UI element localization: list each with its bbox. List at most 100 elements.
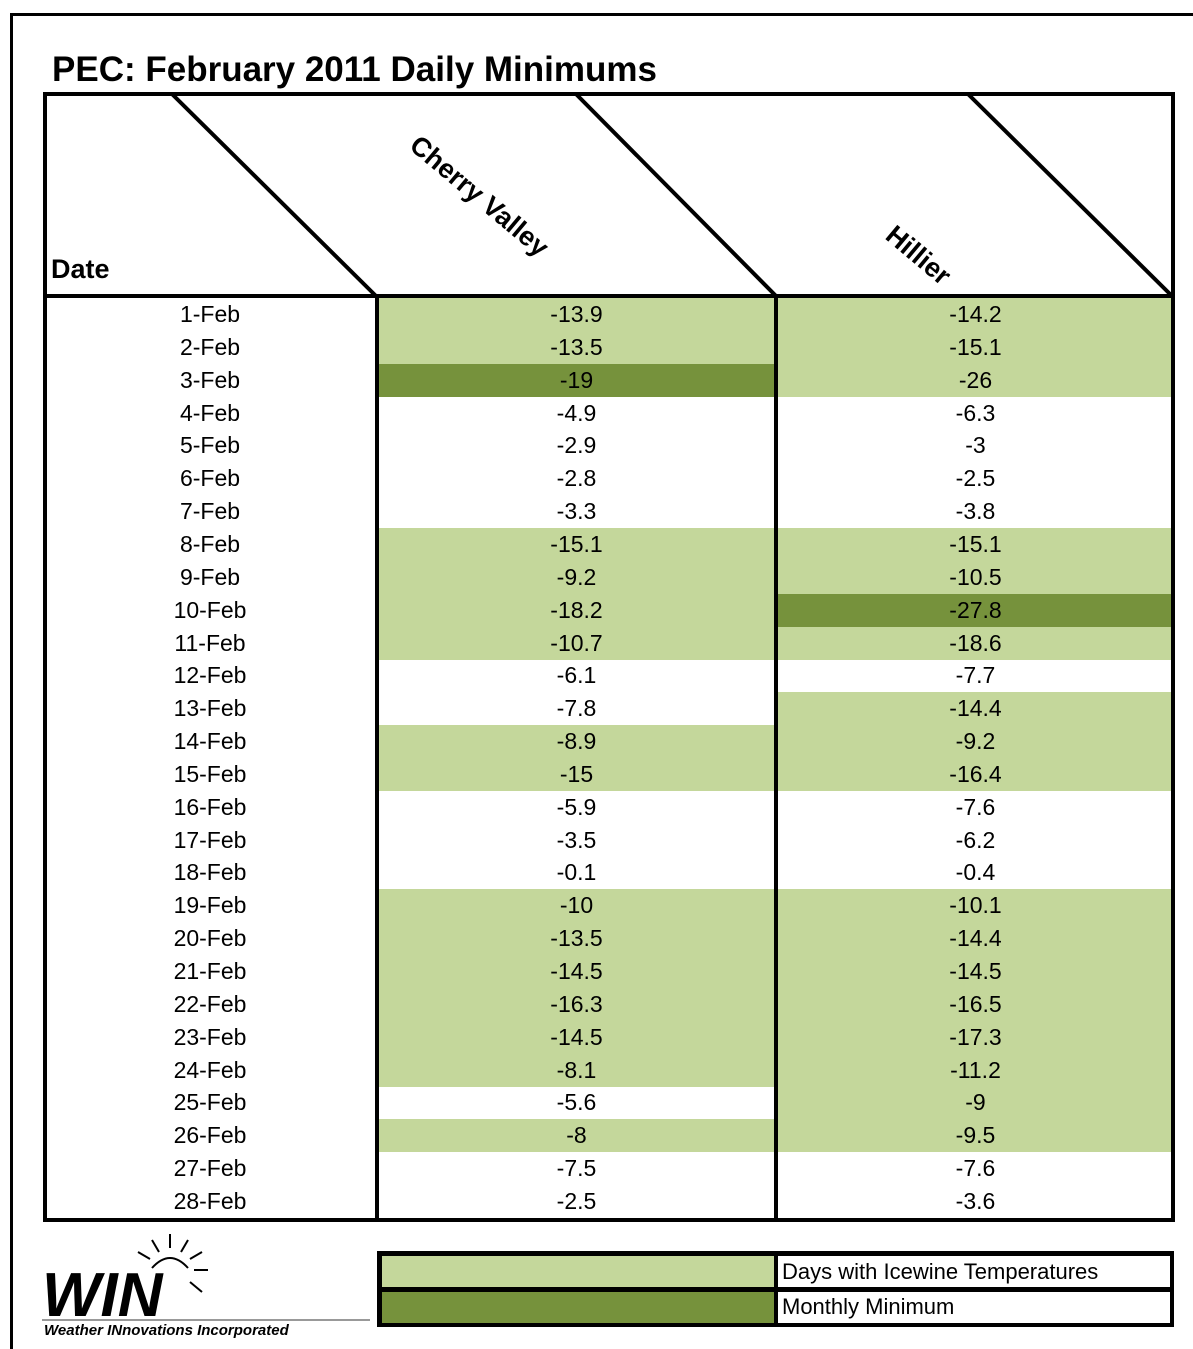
page-frame-left — [10, 13, 13, 1349]
table-row: 11-Feb -10.7 -18.6 — [43, 626, 1175, 660]
cell-cherry-valley: -10 — [377, 889, 776, 923]
logo-subtitle: Weather INnovations Incorporated — [44, 1322, 289, 1339]
cell-hillier: -11.2 — [776, 1053, 1175, 1087]
cell-hillier: -0.4 — [955, 859, 996, 886]
cell-date: 22-Feb — [173, 990, 247, 1017]
page-frame-top — [10, 13, 1193, 16]
header-right-border — [1171, 92, 1175, 300]
cell-date: 25-Feb — [173, 1089, 247, 1116]
cell-date: 19-Feb — [173, 892, 247, 919]
cell-date: 1-Feb — [179, 301, 241, 327]
table-header: Cherry Valley Hillier — [43, 92, 1175, 300]
cell-date: 27-Feb — [173, 1155, 247, 1182]
cell-date: 13-Feb — [173, 695, 247, 722]
table-row: 3-Feb -19 -26 — [43, 363, 1175, 397]
table-row: 26-Feb -8 -9.5 — [43, 1119, 1175, 1153]
cell-cherry-valley: -19 — [377, 363, 776, 397]
cell-date: 14-Feb — [173, 728, 247, 755]
cell-hillier: -16.4 — [776, 757, 1175, 791]
cell-hillier: -17.3 — [776, 1020, 1175, 1054]
cell-date: 4-Feb — [179, 399, 241, 426]
cell-hillier: -3.8 — [955, 498, 996, 525]
table-row: 2-Feb -13.5 -15.1 — [43, 330, 1175, 364]
cell-hillier: -15.1 — [776, 330, 1175, 364]
cell-date: 28-Feb — [173, 1187, 247, 1214]
table-row: 14-Feb -8.9 -9.2 — [43, 725, 1175, 759]
table-row: 18-Feb -0.1 -0.4 — [43, 856, 1175, 889]
table-row: 22-Feb -16.3 -16.5 — [43, 987, 1175, 1021]
legend-label-bg-1 — [778, 1256, 1170, 1287]
cell-hillier: -10.5 — [776, 560, 1175, 594]
table-bottom-border — [43, 1217, 1175, 1222]
header-top-border — [43, 92, 1175, 96]
cell-hillier: -9.5 — [776, 1119, 1175, 1153]
cell-cherry-valley: -2.5 — [556, 1187, 597, 1214]
cell-date: 9-Feb — [179, 563, 241, 590]
cell-cherry-valley: -14.5 — [377, 1020, 776, 1054]
cell-date: 21-Feb — [173, 958, 247, 984]
cell-hillier: -14.5 — [776, 955, 1175, 988]
table-left-border — [43, 294, 47, 1222]
cell-date: 20-Feb — [173, 925, 247, 952]
column-header-date: Date — [51, 254, 110, 284]
table-row: 27-Feb -7.5 -7.6 — [43, 1152, 1175, 1185]
legend-swatch-minimum — [382, 1292, 774, 1323]
cell-hillier: -16.5 — [776, 987, 1175, 1021]
cell-hillier: -26 — [776, 363, 1175, 397]
header-left-border — [43, 92, 47, 300]
table-row: 10-Feb -18.2 -27.8 — [43, 593, 1175, 627]
chart-title: PEC: February 2011 Daily Minimums — [52, 50, 657, 89]
cell-cherry-valley: -3.5 — [556, 826, 597, 853]
logo-wordmark: WIN — [42, 1261, 164, 1330]
table-row: 9-Feb -9.2 -10.5 — [43, 560, 1175, 594]
cell-hillier: -9.2 — [776, 725, 1175, 759]
header-divider-2 — [574, 92, 779, 299]
cell-cherry-valley: -18.2 — [377, 593, 776, 627]
cell-hillier: -6.3 — [955, 399, 996, 426]
cell-hillier: -7.7 — [955, 662, 996, 689]
cell-cherry-valley: -5.9 — [556, 793, 597, 820]
cell-hillier: -9 — [776, 1086, 1175, 1120]
cell-date: 12-Feb — [173, 662, 247, 689]
cell-cherry-valley: -3.3 — [556, 498, 597, 525]
table-row: 4-Feb -4.9 -6.3 — [43, 397, 1175, 430]
cell-hillier: -14.4 — [776, 692, 1175, 726]
cell-date: 23-Feb — [173, 1023, 247, 1050]
cell-hillier: -10.1 — [776, 889, 1175, 923]
cell-date: 16-Feb — [173, 793, 247, 820]
header-divider-3 — [966, 92, 1175, 299]
cell-date: 24-Feb — [173, 1056, 247, 1083]
table-row: 5-Feb -2.9 -3 — [43, 429, 1175, 462]
cell-cherry-valley: -10.7 — [377, 626, 776, 660]
cell-cherry-valley: -2.8 — [556, 465, 597, 492]
cell-hillier: -14.4 — [776, 922, 1175, 956]
table-row: 13-Feb -7.8 -14.4 — [43, 692, 1175, 726]
cell-hillier: -3.6 — [955, 1187, 996, 1214]
legend-label-bg-2 — [778, 1292, 1170, 1323]
cell-date: 15-Feb — [173, 760, 247, 787]
table-row: 21-Feb -14.5 -14.5 — [43, 955, 1175, 988]
table-row: 1-Feb -13.9 -14.2 — [43, 298, 1175, 331]
cell-hillier: -27.8 — [776, 593, 1175, 627]
cell-cherry-valley: -14.5 — [377, 955, 776, 988]
column-divider-1 — [375, 294, 379, 1222]
cell-cherry-valley: -15 — [377, 757, 776, 791]
cell-cherry-valley: -7.5 — [556, 1155, 597, 1182]
sun-icon — [137, 1234, 208, 1293]
cell-hillier: -7.6 — [955, 793, 996, 820]
cell-cherry-valley: -8 — [377, 1119, 776, 1153]
header-divider-1 — [170, 92, 379, 299]
cell-cherry-valley: -8.1 — [377, 1053, 776, 1087]
cell-cherry-valley: -16.3 — [377, 987, 776, 1021]
cell-date: 8-Feb — [179, 530, 241, 557]
cell-hillier: -6.2 — [955, 826, 996, 853]
cell-hillier: -18.6 — [776, 626, 1175, 660]
cell-cherry-valley: -4.9 — [556, 399, 597, 426]
cell-date: 26-Feb — [173, 1122, 247, 1149]
table-row: 8-Feb -15.1 -15.1 — [43, 527, 1175, 561]
table-row: 17-Feb -3.5 -6.2 — [43, 824, 1175, 857]
cell-cherry-valley: -2.9 — [556, 432, 597, 459]
cell-date: 3-Feb — [179, 366, 241, 393]
cell-cherry-valley: -0.1 — [556, 859, 597, 886]
